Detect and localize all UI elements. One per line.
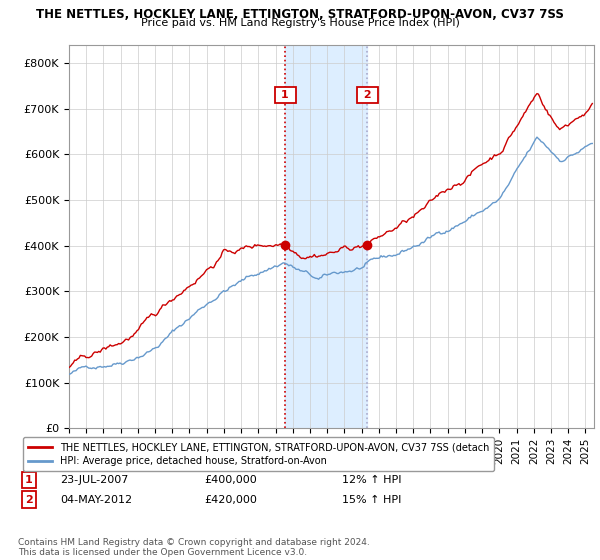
Text: 1: 1	[25, 475, 32, 485]
Text: 12% ↑ HPI: 12% ↑ HPI	[342, 475, 401, 485]
Text: THE NETTLES, HOCKLEY LANE, ETTINGTON, STRATFORD-UPON-AVON, CV37 7SS: THE NETTLES, HOCKLEY LANE, ETTINGTON, ST…	[36, 8, 564, 21]
Text: 1: 1	[277, 90, 293, 100]
Text: 2: 2	[359, 90, 375, 100]
Text: Price paid vs. HM Land Registry's House Price Index (HPI): Price paid vs. HM Land Registry's House …	[140, 18, 460, 29]
Text: 15% ↑ HPI: 15% ↑ HPI	[342, 494, 401, 505]
Bar	[285, 45, 367, 428]
Text: £400,000: £400,000	[204, 475, 257, 485]
Text: 23-JUL-2007: 23-JUL-2007	[60, 475, 128, 485]
Text: 2: 2	[25, 494, 32, 505]
Legend: THE NETTLES, HOCKLEY LANE, ETTINGTON, STRATFORD-UPON-AVON, CV37 7SS (detach, HPI: THE NETTLES, HOCKLEY LANE, ETTINGTON, ST…	[23, 437, 494, 471]
Text: 04-MAY-2012: 04-MAY-2012	[60, 494, 132, 505]
Text: £420,000: £420,000	[204, 494, 257, 505]
Text: Contains HM Land Registry data © Crown copyright and database right 2024.
This d: Contains HM Land Registry data © Crown c…	[18, 538, 370, 557]
